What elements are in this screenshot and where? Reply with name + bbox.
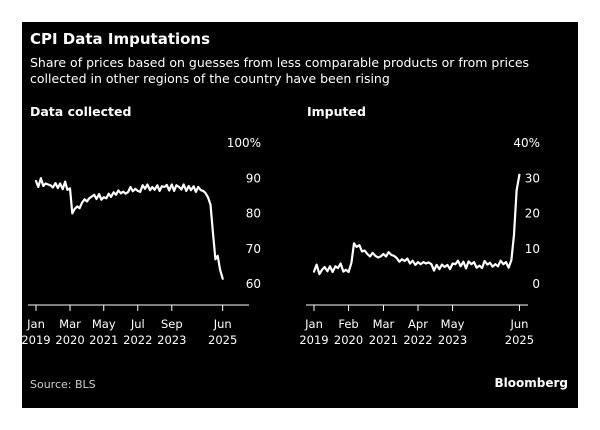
data-collected-xtick-year: 2025 (208, 333, 237, 347)
data-collected-xtick-year: 2022 (123, 333, 152, 347)
imputed-ytick-label: 20 (525, 207, 540, 221)
chart-panel: CPI Data Imputations Share of prices bas… (22, 22, 578, 408)
imputed-ytick-label: 40% (513, 136, 540, 150)
imputed-xtick-year: 2020 (334, 333, 363, 347)
imputed-xtick-month: Apr (408, 317, 428, 331)
bloomberg-logo: Bloomberg (494, 376, 569, 390)
charts-canvas: 100% 90 80 70 60 Jan 2019 Mar 2020 May 2021 Jul 2022… (22, 136, 540, 347)
data-collected-ytick-label: 80 (246, 207, 261, 221)
imputed-ytick-label: 0 (532, 277, 540, 291)
imputed-ytick-label: 30 (525, 171, 540, 185)
chart-title-imputed: Imputed (307, 104, 366, 119)
chart-title-data-collected: Data collected (30, 104, 132, 119)
imputed-xtick-month: Jan (304, 317, 323, 331)
data-collected-xtick-month: Jun (213, 317, 232, 331)
data-collected-xtick-month: May (92, 317, 116, 331)
data-collected-xtick-year: 2020 (55, 333, 84, 347)
data-collected-xtick-month: Jan (26, 317, 45, 331)
imputed-xtick-year: 2023 (438, 333, 467, 347)
data-collected-ytick-label: 90 (246, 171, 261, 185)
imputed-ytick-label: 10 (525, 242, 540, 256)
data-collected-series-line (34, 177, 224, 280)
imputed-xtick-month: Jun (509, 317, 528, 331)
data-collected-ytick-label: 60 (246, 277, 261, 291)
imputed-xtick-year: 2022 (403, 333, 432, 347)
data-collected-ytick-label: 100% (227, 136, 261, 150)
imputed-xtick-month: May (441, 317, 465, 331)
imputed-xtick-year: 2019 (299, 333, 328, 347)
data-collected-xtick-month: Mar (59, 317, 81, 331)
page-title: CPI Data Imputations (30, 30, 211, 48)
imputed-xtick-month: Mar (373, 317, 395, 331)
data-collected-xtick-year: 2019 (22, 333, 51, 347)
data-collected-xtick-year: 2021 (89, 333, 118, 347)
data-collected-xtick-month: Sep (161, 317, 183, 331)
imputed-xtick-month: Feb (338, 317, 358, 331)
imputed-series-line (312, 173, 521, 276)
data-collected-ytick-label: 70 (246, 242, 261, 256)
imputed-xtick-year: 2025 (505, 333, 534, 347)
source-note: Source: BLS (30, 378, 96, 391)
page-subtitle: Share of prices based on guesses from le… (30, 55, 530, 86)
data-collected-xtick-year: 2023 (157, 333, 186, 347)
data-collected-xtick-month: Jul (130, 317, 145, 331)
imputed-xtick-year: 2021 (369, 333, 398, 347)
